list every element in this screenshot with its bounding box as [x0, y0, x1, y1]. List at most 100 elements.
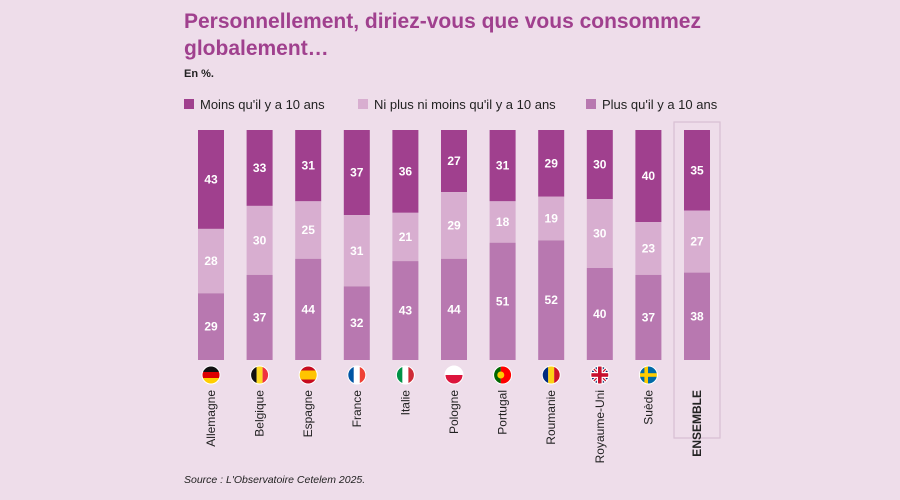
- bar-segment-france-moins: [343, 130, 370, 216]
- category-label-belgique: Belgique: [253, 390, 267, 437]
- legend-swatch-plus: [586, 99, 596, 109]
- data-label-roumanie-moins: 29: [545, 156, 559, 170]
- bar-segment-allemagne-moins: [198, 130, 224, 229]
- bar-segment-espagne-moins: [295, 130, 322, 202]
- bar-segment-belgique-ni: [246, 205, 273, 275]
- data-label-espagne-plus: 44: [302, 302, 316, 316]
- data-label-allemagne-moins: 43: [204, 172, 218, 186]
- data-label-royaume-uni-moins: 30: [593, 158, 607, 172]
- bar-segment-pologne-plus: [441, 258, 467, 360]
- bar-segment-espagne-plus: [295, 258, 322, 360]
- bar-segment-portugal-ni: [489, 201, 516, 243]
- bar-segment-suède-ni: [635, 222, 662, 275]
- data-label-royaume-uni-ni: 30: [593, 227, 607, 241]
- legend-swatch-moins: [184, 99, 194, 109]
- flag-gb-icon: [590, 365, 610, 385]
- data-label-espagne-moins: 31: [302, 159, 316, 173]
- data-label-royaume-uni-plus: 40: [593, 307, 607, 321]
- data-label-belgique-plus: 37: [253, 310, 267, 324]
- bar-segment-suède-plus: [635, 274, 662, 360]
- bar-segment-france-plus: [343, 286, 370, 360]
- bar-segment-ensemble-plus: [684, 272, 710, 360]
- legend-item-ni: Ni plus ni moins qu'il y a 10 ans: [358, 96, 556, 112]
- category-label-suède: Suède: [641, 390, 655, 425]
- bar-segment-ensemble-ni: [684, 210, 710, 273]
- bar-segment-espagne-ni: [295, 201, 322, 259]
- bar-segment-france-ni: [343, 215, 370, 287]
- bar-segment-italie-moins: [392, 130, 419, 213]
- category-label-roumanie: Roumanie: [544, 390, 558, 445]
- category-label-portugal: Portugal: [496, 390, 510, 435]
- category-label-espagne: Espagne: [301, 390, 315, 438]
- legend-item-plus: Plus qu'il y a 10 ans: [586, 96, 717, 112]
- data-label-pologne-ni: 29: [447, 218, 461, 232]
- data-label-suède-ni: 23: [642, 241, 656, 255]
- flag-it-icon: [395, 365, 415, 385]
- bar-segment-allemagne-plus: [198, 293, 224, 360]
- data-label-pologne-moins: 27: [447, 154, 461, 168]
- bar-segment-italie-plus: [392, 261, 419, 360]
- data-label-ensemble-moins: 35: [690, 163, 704, 177]
- bar-segment-portugal-moins: [489, 130, 516, 202]
- bar-segment-pologne-ni: [441, 192, 467, 259]
- data-label-france-ni: 31: [350, 244, 364, 258]
- data-label-france-plus: 32: [350, 316, 364, 330]
- chart-title: Personnellement, diriez-vous que vous co…: [184, 10, 701, 60]
- legend-label-ni: Ni plus ni moins qu'il y a 10 ans: [374, 96, 556, 112]
- data-label-allemagne-plus: 29: [204, 320, 218, 334]
- flag-ro-icon: [541, 365, 561, 385]
- data-label-suède-plus: 37: [642, 310, 656, 324]
- data-label-portugal-plus: 51: [496, 294, 510, 308]
- data-label-italie-ni: 21: [399, 230, 413, 244]
- category-label-ensemble: ENSEMBLE: [690, 390, 704, 457]
- category-label-france: France: [350, 390, 364, 428]
- data-label-portugal-moins: 31: [496, 159, 510, 173]
- data-label-roumanie-ni: 19: [545, 212, 559, 226]
- flag-se-icon: [638, 365, 658, 385]
- flag-pl-icon: [444, 365, 464, 385]
- flag-be-icon: [250, 365, 270, 385]
- source-note: Source : L'Observatoire Cetelem 2025.: [184, 474, 366, 486]
- data-label-roumanie-plus: 52: [545, 293, 559, 307]
- data-label-allemagne-ni: 28: [204, 254, 218, 268]
- legend-label-moins: Moins qu'il y a 10 ans: [200, 96, 325, 112]
- bar-segment-royaume-uni-ni: [586, 199, 613, 268]
- bar-segment-suède-moins: [635, 130, 662, 222]
- data-label-suède-moins: 40: [642, 169, 656, 183]
- data-label-ensemble-plus: 38: [690, 309, 704, 323]
- data-label-france-moins: 37: [350, 166, 364, 180]
- bar-segment-ensemble-moins: [684, 130, 710, 211]
- bar-segment-roumanie-plus: [538, 240, 565, 360]
- flag-pt-icon: [493, 365, 513, 385]
- bar-segment-allemagne-ni: [198, 228, 224, 294]
- flag-de-icon: [201, 365, 221, 385]
- category-label-pologne: Pologne: [447, 390, 461, 434]
- bar-segment-royaume-uni-moins: [586, 130, 613, 199]
- bar-segment-roumanie-moins: [538, 130, 565, 197]
- data-label-belgique-moins: 33: [253, 161, 267, 175]
- legend-item-moins: Moins qu'il y a 10 ans: [184, 96, 325, 112]
- data-label-espagne-ni: 25: [302, 223, 316, 237]
- ensemble-highlight-frame: [673, 121, 721, 439]
- category-label-royaume-uni: Royaume-Uni: [593, 390, 607, 463]
- category-label-allemagne: Allemagne: [204, 390, 218, 447]
- bar-segment-pologne-moins: [441, 130, 467, 193]
- legend-swatch-ni: [358, 99, 368, 109]
- bar-segment-portugal-plus: [489, 242, 516, 360]
- data-label-portugal-ni: 18: [496, 215, 510, 229]
- unit-label: En %.: [184, 68, 214, 80]
- flag-es-icon: [298, 365, 318, 385]
- data-label-belgique-ni: 30: [253, 233, 267, 247]
- bar-segment-roumanie-ni: [538, 196, 565, 241]
- data-label-ensemble-ni: 27: [690, 235, 704, 249]
- legend-label-plus: Plus qu'il y a 10 ans: [602, 96, 718, 112]
- data-label-italie-plus: 43: [399, 304, 413, 318]
- flag-fr-icon: [347, 365, 367, 385]
- data-label-italie-moins: 36: [399, 164, 413, 178]
- bar-segment-belgique-plus: [246, 274, 273, 360]
- category-label-italie: Italie: [398, 390, 412, 416]
- bar-segment-belgique-moins: [246, 130, 273, 206]
- bar-segment-italie-ni: [392, 212, 419, 262]
- data-label-pologne-plus: 44: [447, 302, 461, 316]
